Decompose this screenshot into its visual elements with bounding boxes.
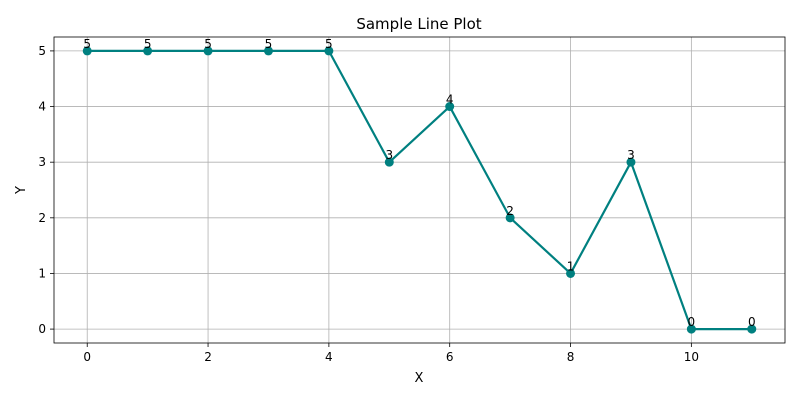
data-point: [143, 46, 153, 56]
data-point: [445, 102, 455, 112]
plot-frame: [53, 36, 786, 344]
x-tick-label: 6: [446, 350, 454, 364]
x-tick-label: 2: [204, 350, 212, 364]
data-point: [626, 157, 636, 167]
data-point: [203, 46, 213, 56]
y-tick-label: 0: [38, 322, 46, 336]
data-point: [82, 46, 92, 56]
data-label: 5: [83, 37, 91, 51]
data-point: [324, 46, 334, 56]
data-point: [686, 324, 696, 334]
y-axis-label: Y: [14, 186, 29, 195]
x-axis-label: X: [415, 371, 424, 386]
series-layer: [82, 46, 757, 334]
data-label: 3: [627, 148, 635, 162]
data-label: 0: [748, 315, 756, 329]
data-label: 4: [446, 93, 454, 107]
data-label: 5: [144, 37, 152, 51]
data-label: 3: [385, 148, 393, 162]
data-label: 0: [688, 315, 696, 329]
data-label: 5: [265, 37, 273, 51]
data-point: [747, 324, 757, 334]
grid-layer: [54, 37, 785, 343]
data-point: [263, 46, 273, 56]
y-tick-label: 3: [38, 155, 46, 169]
y-tick-label: 2: [38, 211, 46, 225]
data-label: 1: [567, 259, 575, 273]
data-point: [566, 268, 576, 278]
chart-title: Sample Line Plot: [356, 15, 481, 33]
data-point: [384, 157, 394, 167]
data-point: [505, 213, 515, 223]
x-tick-label: 0: [83, 350, 91, 364]
y-tick-label: 5: [38, 44, 46, 58]
x-tick-label: 10: [684, 350, 699, 364]
data-label: 5: [204, 37, 212, 51]
series-line: [87, 49, 752, 331]
x-tick-label: 8: [567, 350, 575, 364]
y-tick-label: 4: [38, 100, 46, 114]
data-labels-layer: 5 5 5 5 5 3 4 2 1 3 0 0: [83, 37, 755, 329]
data-label: 2: [506, 204, 514, 218]
y-tick-label: 1: [38, 266, 46, 280]
x-tick-label: 4: [325, 350, 333, 364]
data-label: 5: [325, 37, 333, 51]
